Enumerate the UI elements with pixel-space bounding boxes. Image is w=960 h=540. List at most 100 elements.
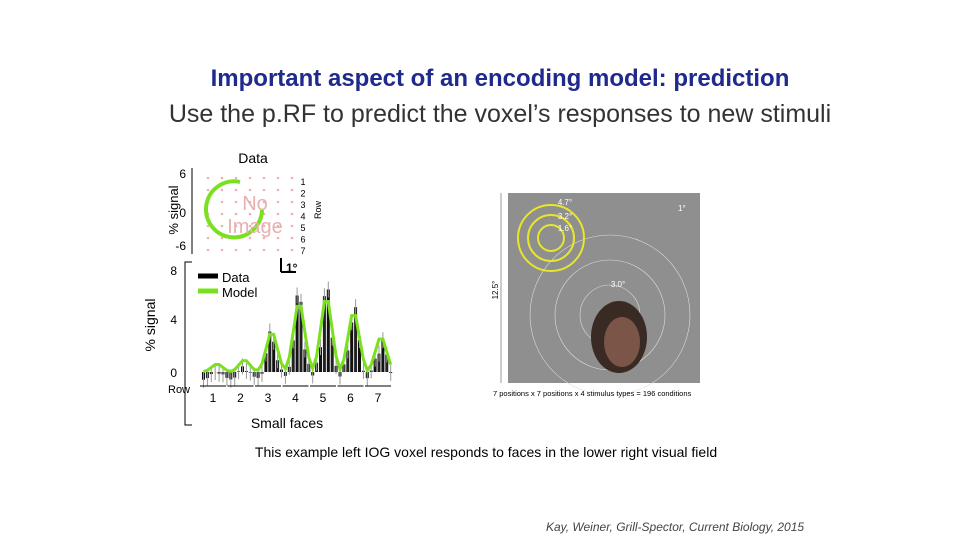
dot	[290, 212, 294, 216]
y-tick-label: 4	[170, 313, 177, 327]
citation: Kay, Weiner, Grill-Spector, Current Biol…	[546, 520, 804, 534]
bar	[326, 289, 330, 372]
prf-ring	[204, 179, 264, 240]
bar	[377, 353, 381, 372]
stim-label: 3.2°	[558, 212, 572, 221]
dot	[234, 188, 238, 192]
row-number: 2	[300, 189, 305, 199]
y-tick-label: 8	[170, 264, 177, 278]
dot	[248, 188, 252, 192]
dot	[248, 236, 252, 240]
dot	[262, 248, 266, 252]
stim-label: 3.0°	[611, 280, 625, 289]
dot	[234, 248, 238, 252]
model-curve	[203, 300, 393, 374]
bar	[295, 295, 299, 372]
stim-label: 12.5°	[491, 281, 500, 300]
y-tick-label: -6	[175, 239, 186, 253]
x-label: Small faces	[251, 415, 323, 431]
row-number: 1	[210, 391, 217, 405]
panel-title: Data	[238, 150, 268, 166]
y-tick-label: 0	[179, 206, 186, 220]
bar	[350, 322, 354, 372]
bar	[303, 349, 307, 372]
dot	[290, 224, 294, 228]
y-label: % signal	[166, 185, 181, 234]
bar	[272, 341, 276, 372]
row-number: 4	[292, 391, 299, 405]
stim-label: 4.7°	[558, 198, 572, 207]
dot	[276, 224, 280, 228]
row-number: 3	[300, 200, 305, 210]
stim-label: 1.6°	[558, 224, 572, 233]
face	[604, 317, 640, 367]
dot	[276, 236, 280, 240]
dot	[276, 188, 280, 192]
dot	[290, 176, 294, 180]
bar	[268, 331, 272, 372]
stim-caption: 7 positions x 7 positions x 4 stimulus t…	[493, 389, 691, 398]
dot	[248, 176, 252, 180]
bar	[346, 350, 350, 372]
bar	[322, 296, 326, 372]
dot	[248, 224, 252, 228]
row-number: 5	[320, 391, 327, 405]
title: Important aspect of an encoding model: p…	[211, 65, 790, 92]
dot	[234, 224, 238, 228]
y-tick-label: 6	[179, 167, 186, 181]
bar	[299, 301, 303, 372]
dot	[262, 236, 266, 240]
stim-label: 1°	[678, 204, 686, 213]
row-number: 3	[265, 391, 272, 405]
y-tick-label: 0	[170, 366, 177, 380]
dot	[290, 236, 294, 240]
row-number: 4	[300, 212, 305, 222]
axis	[184, 261, 192, 426]
bar	[264, 353, 268, 372]
row-label: Row	[168, 384, 190, 396]
bar	[330, 337, 334, 372]
dot	[234, 176, 238, 180]
dot	[262, 176, 266, 180]
stimulus-rings	[517, 204, 585, 272]
caption: This example left IOG voxel responds to …	[255, 444, 717, 460]
bar	[319, 347, 322, 372]
dot	[234, 212, 238, 216]
dot	[220, 236, 224, 240]
dot	[206, 188, 210, 192]
dot	[290, 188, 294, 192]
dot	[262, 188, 266, 192]
row-label: Row	[313, 201, 323, 220]
dot	[276, 212, 280, 216]
row-number: 5	[300, 223, 305, 233]
dot	[262, 200, 266, 204]
bar	[358, 340, 361, 372]
dot	[220, 188, 224, 192]
dot	[234, 200, 238, 204]
legend-label: Data	[222, 270, 250, 285]
legend-label: Model	[222, 285, 258, 300]
scale-label: 1°	[286, 261, 298, 275]
dot	[248, 212, 252, 216]
bar	[381, 340, 385, 372]
dot	[248, 248, 252, 252]
placeholder: No	[242, 193, 268, 215]
row-number: 7	[300, 246, 305, 256]
row-number: 1	[300, 177, 305, 187]
dot	[276, 200, 280, 204]
dot	[220, 224, 224, 228]
row-number: 2	[237, 391, 244, 405]
bar	[354, 307, 358, 372]
y-label: % signal	[142, 299, 158, 352]
dot	[220, 200, 224, 204]
subtitle: Use the p.RF to predict the voxel’s resp…	[169, 100, 831, 128]
bar	[291, 340, 295, 372]
dot	[290, 248, 294, 252]
dot	[220, 212, 224, 216]
dot	[248, 200, 252, 204]
dot	[206, 236, 210, 240]
dot	[220, 248, 224, 252]
row-number: 6	[347, 391, 354, 405]
